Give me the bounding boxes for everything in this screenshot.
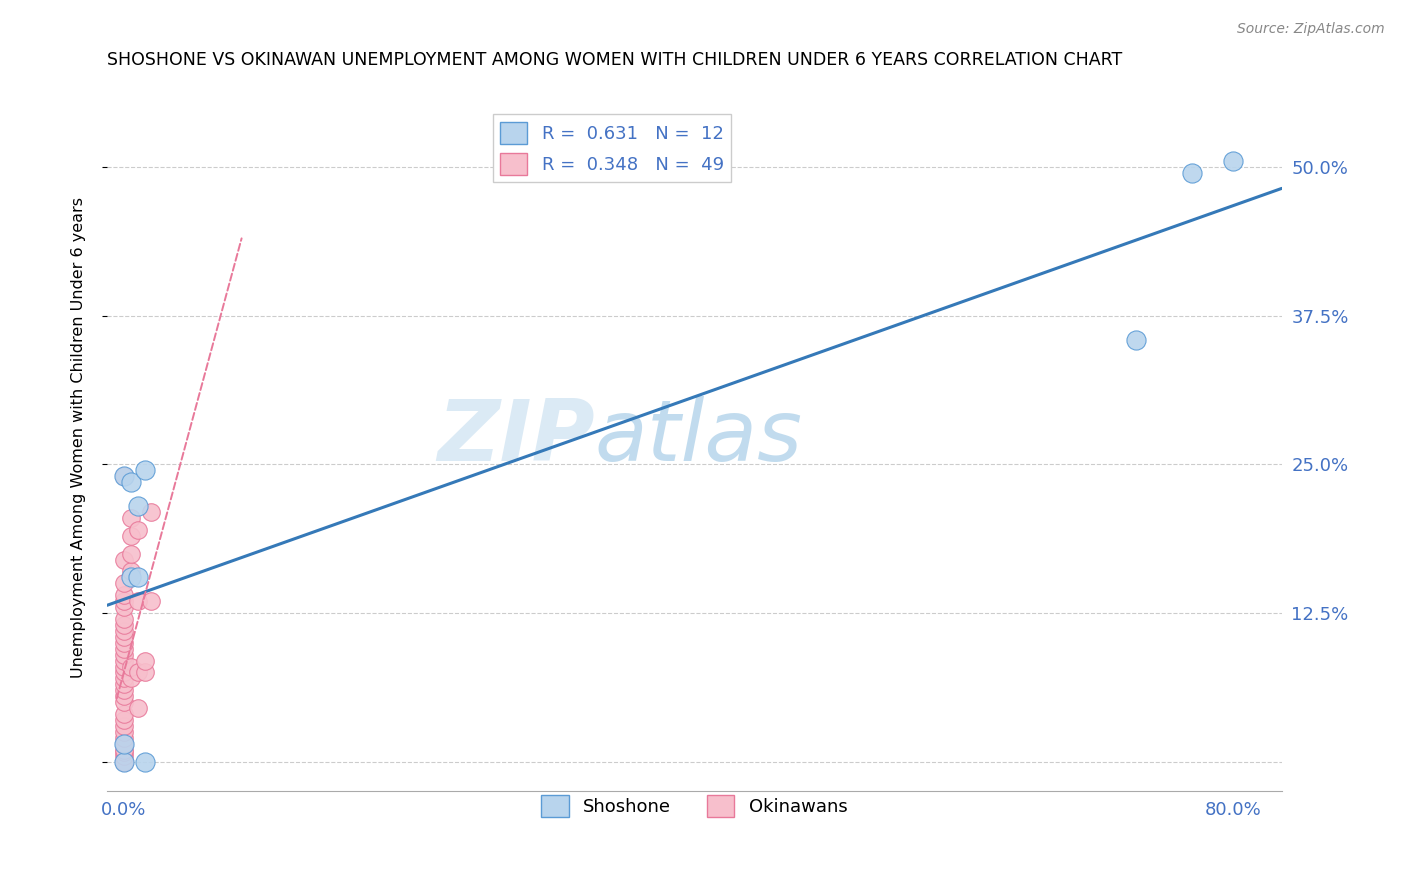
- Point: [141, 594, 163, 608]
- Point: [112, 588, 135, 602]
- Point: [112, 683, 135, 698]
- Point: [112, 713, 135, 727]
- Point: [127, 499, 149, 513]
- Point: [112, 677, 135, 691]
- Point: [120, 511, 142, 525]
- Point: [127, 594, 149, 608]
- Point: [112, 618, 135, 632]
- Point: [112, 469, 135, 483]
- Text: ZIP: ZIP: [437, 396, 595, 479]
- Point: [120, 565, 142, 579]
- Point: [134, 654, 156, 668]
- Point: [112, 672, 135, 686]
- Point: [112, 659, 135, 673]
- Text: atlas: atlas: [595, 396, 803, 479]
- Point: [112, 641, 135, 656]
- Point: [127, 523, 149, 537]
- Point: [112, 695, 135, 709]
- Point: [120, 547, 142, 561]
- Point: [112, 731, 135, 745]
- Point: [112, 755, 135, 769]
- Point: [120, 672, 142, 686]
- Point: [112, 600, 135, 615]
- Point: [120, 529, 142, 543]
- Point: [112, 755, 135, 769]
- Point: [112, 755, 135, 769]
- Point: [112, 755, 135, 769]
- Point: [112, 665, 135, 680]
- Point: [112, 648, 135, 662]
- Point: [1180, 166, 1202, 180]
- Point: [127, 701, 149, 715]
- Point: [112, 755, 135, 769]
- Point: [112, 748, 135, 763]
- Point: [112, 612, 135, 626]
- Point: [134, 463, 156, 477]
- Point: [120, 570, 142, 584]
- Legend: Shoshone, Okinawans: Shoshone, Okinawans: [534, 789, 855, 825]
- Point: [1125, 333, 1147, 347]
- Point: [112, 630, 135, 644]
- Point: [112, 576, 135, 591]
- Point: [127, 665, 149, 680]
- Point: [120, 659, 142, 673]
- Text: SHOSHONE VS OKINAWAN UNEMPLOYMENT AMONG WOMEN WITH CHILDREN UNDER 6 YEARS CORREL: SHOSHONE VS OKINAWAN UNEMPLOYMENT AMONG …: [107, 51, 1122, 69]
- Point: [112, 594, 135, 608]
- Point: [112, 737, 135, 751]
- Point: [134, 755, 156, 769]
- Point: [112, 724, 135, 739]
- Point: [141, 505, 163, 519]
- Point: [112, 690, 135, 704]
- Point: [112, 552, 135, 566]
- Point: [112, 706, 135, 721]
- Point: [112, 745, 135, 759]
- Point: [112, 755, 135, 769]
- Point: [112, 719, 135, 733]
- Y-axis label: Unemployment Among Women with Children Under 6 years: Unemployment Among Women with Children U…: [72, 197, 86, 678]
- Point: [120, 475, 142, 490]
- Point: [1222, 154, 1244, 169]
- Point: [112, 742, 135, 756]
- Point: [112, 636, 135, 650]
- Point: [134, 665, 156, 680]
- Point: [112, 737, 135, 751]
- Text: Source: ZipAtlas.com: Source: ZipAtlas.com: [1237, 22, 1385, 37]
- Point: [127, 570, 149, 584]
- Point: [112, 469, 135, 483]
- Point: [112, 654, 135, 668]
- Point: [112, 624, 135, 638]
